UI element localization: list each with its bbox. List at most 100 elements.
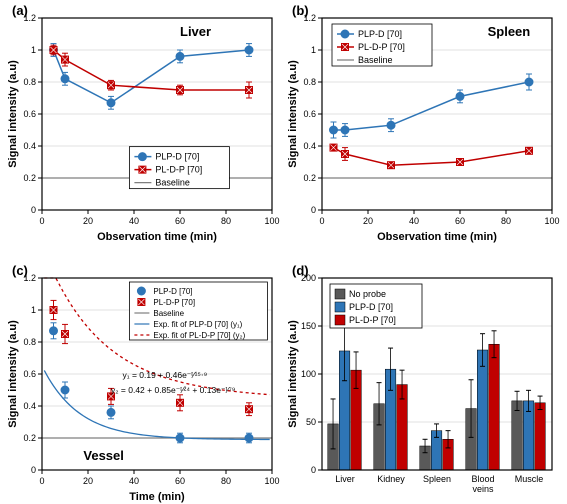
- xtick-label: 60: [175, 476, 185, 486]
- legend-label: Baseline: [155, 178, 190, 188]
- ytick-label: 0.6: [303, 109, 316, 119]
- data-marker: [387, 121, 395, 129]
- data-marker: [61, 386, 69, 394]
- panel-a: 00.20.40.60.811.2020406080100Signal inte…: [7, 3, 280, 243]
- xtick-label: 60: [175, 216, 185, 226]
- data-marker: [137, 287, 145, 295]
- category-label: Kidney: [377, 474, 405, 484]
- data-marker: [341, 30, 349, 38]
- ytick-label: 0.2: [23, 433, 36, 443]
- x-axis-label: Time (min): [129, 491, 185, 503]
- legend-label: PL-D-P [70]: [349, 315, 396, 325]
- data-marker: [525, 78, 533, 86]
- xtick-label: 40: [129, 216, 139, 226]
- category-label: Blood: [471, 474, 494, 484]
- panel-d: 050100150200LiverKidneySpleenBloodveinsM…: [287, 263, 552, 494]
- xtick-label: 40: [129, 476, 139, 486]
- legend-label: PL-D-P [70]: [155, 165, 202, 175]
- y-axis-label: Signal intensity (a.u): [287, 320, 299, 428]
- legend-label: PLP-D [70]: [349, 302, 393, 312]
- legend-label: No probe: [349, 289, 386, 299]
- bar: [489, 344, 500, 470]
- xtick-label: 80: [221, 216, 231, 226]
- ytick-label: 0.2: [23, 173, 36, 183]
- category-label: veins: [472, 484, 494, 494]
- bar: [477, 350, 488, 470]
- xtick-label: 20: [83, 476, 93, 486]
- category-label: Liver: [335, 474, 355, 484]
- ytick-label: 1: [31, 45, 36, 55]
- ytick-label: 50: [306, 417, 316, 427]
- y-axis-label: Signal intensity (a.u): [287, 60, 299, 168]
- xtick-label: 60: [455, 216, 465, 226]
- panel-label: (c): [12, 263, 28, 278]
- data-marker: [176, 52, 184, 60]
- xtick-label: 0: [39, 216, 44, 226]
- legend-label: Baseline: [358, 55, 393, 65]
- bar: [512, 401, 523, 470]
- xtick-label: 20: [363, 216, 373, 226]
- ytick-label: 0.2: [303, 173, 316, 183]
- panel-title: Liver: [180, 24, 211, 39]
- legend-label: Exp. fit of PL-D-P [70] (y₂): [153, 331, 245, 340]
- x-axis-label: Observation time (min): [377, 231, 497, 243]
- panel-title: Vessel: [83, 448, 124, 463]
- ytick-label: 0.8: [23, 77, 36, 87]
- legend: No probe PLP-D [70] PL-D-P [70]: [330, 284, 422, 328]
- ytick-label: 0.4: [23, 141, 36, 151]
- bar: [535, 403, 546, 470]
- xtick-label: 100: [544, 216, 559, 226]
- panel-label: (d): [292, 263, 309, 278]
- ytick-label: 1: [311, 45, 316, 55]
- legend: PLP-D [70] PL-D-P [70] Baseline: [332, 24, 432, 66]
- data-marker: [107, 408, 115, 416]
- series-line: [54, 50, 250, 103]
- data-marker: [107, 99, 115, 107]
- ytick-label: 0: [311, 465, 316, 475]
- legend: PLP-D [70]PL-D-P [70]BaselineExp. fit of…: [129, 282, 267, 340]
- ytick-label: 0.6: [23, 369, 36, 379]
- xtick-label: 20: [83, 216, 93, 226]
- fit-equation: y₁ = 0.19 + 0.46e⁻ᵗ∕¹⁵⋅⁹: [123, 370, 208, 380]
- ytick-label: 0: [31, 205, 36, 215]
- legend-label: PLP-D [70]: [153, 287, 192, 296]
- panel-label: (a): [12, 3, 28, 18]
- ytick-label: 0.4: [303, 141, 316, 151]
- panel-title: Spleen: [488, 24, 531, 39]
- y-axis-label: Signal intensity (a.u): [7, 320, 19, 428]
- y-axis-label: Signal intensity (a.u): [7, 60, 19, 168]
- xtick-label: 80: [221, 476, 231, 486]
- ytick-label: 0.4: [23, 401, 36, 411]
- x-axis-label: Observation time (min): [97, 231, 217, 243]
- series-line: [334, 82, 530, 130]
- series-line: [334, 148, 530, 166]
- ytick-label: 1: [31, 305, 36, 315]
- fit-curve: [44, 370, 269, 439]
- xtick-label: 100: [264, 476, 279, 486]
- legend-label: PL-D-P [70]: [358, 42, 405, 52]
- data-marker: [245, 46, 253, 54]
- xtick-label: 0: [39, 476, 44, 486]
- data-marker: [61, 75, 69, 83]
- category-label: Muscle: [515, 474, 544, 484]
- data-marker: [456, 92, 464, 100]
- panel-b: 00.20.40.60.811.2020406080100Signal inte…: [287, 3, 560, 243]
- data-marker: [245, 434, 253, 442]
- data-marker: [176, 434, 184, 442]
- series-line: [54, 50, 250, 90]
- panel-label: (b): [292, 3, 309, 18]
- panel-c: 00.20.40.60.811.2020406080100Signal inte…: [7, 263, 280, 503]
- ytick-label: 0: [31, 465, 36, 475]
- ytick-label: 150: [301, 321, 316, 331]
- xtick-label: 40: [409, 216, 419, 226]
- xtick-label: 0: [319, 216, 324, 226]
- xtick-label: 80: [501, 216, 511, 226]
- legend-label: Exp. fit of PLP-D [70] (y₁): [153, 320, 242, 329]
- legend-label: PLP-D [70]: [155, 152, 199, 162]
- legend-label: PLP-D [70]: [358, 29, 402, 39]
- data-marker: [330, 126, 338, 134]
- ytick-label: 0.6: [23, 109, 36, 119]
- ytick-label: 0.8: [303, 77, 316, 87]
- category-label: Spleen: [423, 474, 451, 484]
- legend: PLP-D [70] PL-D-P [70] Baseline: [129, 147, 229, 189]
